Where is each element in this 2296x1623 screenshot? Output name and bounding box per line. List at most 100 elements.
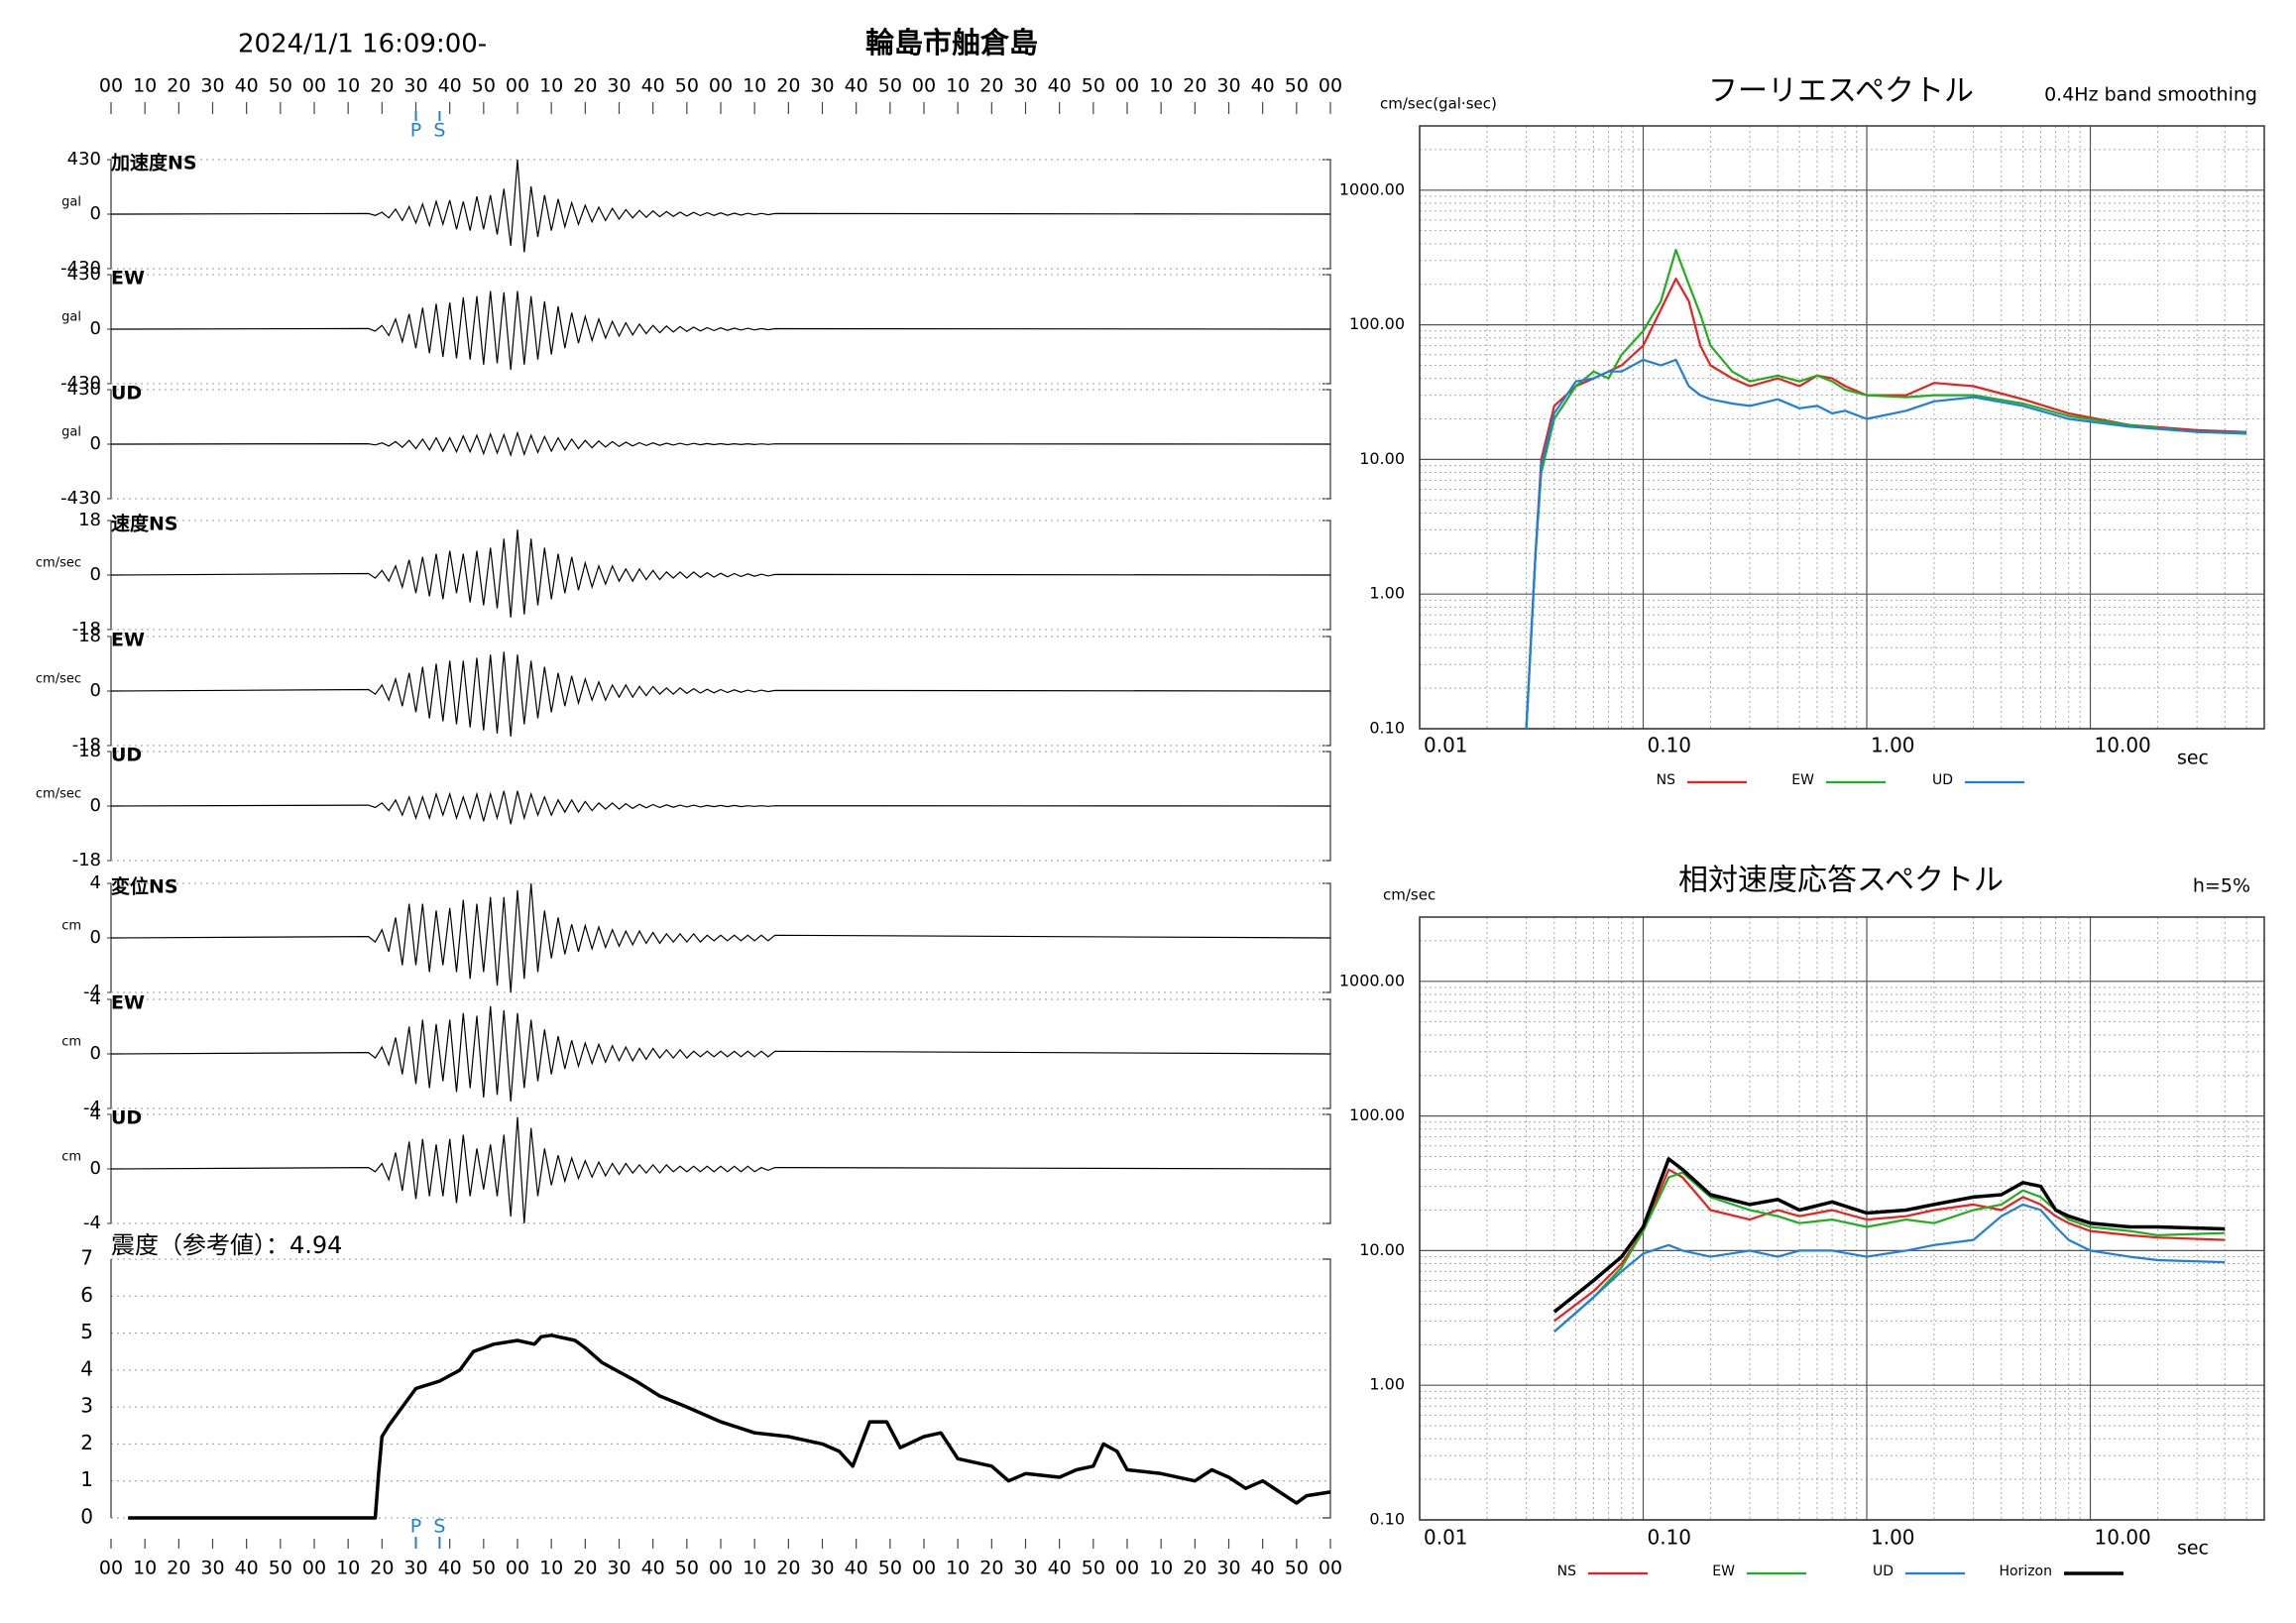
y-tick-label: 4 xyxy=(80,1356,93,1380)
x-tick-label: 00 xyxy=(99,75,123,97)
x-tick-label: 50 xyxy=(1082,1558,1105,1579)
x-tick-label: 40 xyxy=(845,1558,868,1579)
x-tick-label: 50 xyxy=(1285,1558,1309,1579)
x-tick-label: 50 xyxy=(878,1558,902,1579)
x-tick-label: 30 xyxy=(1013,1558,1037,1579)
data-line xyxy=(1552,1157,2226,1314)
chart-title: 2024/1/1 16:09:00- xyxy=(238,30,487,59)
panel-unit: cm/sec xyxy=(36,672,81,687)
y-tick-label: 430 xyxy=(67,379,101,400)
x-tick-label: 0.01 xyxy=(1424,1526,1468,1550)
y-tick-label: 1.00 xyxy=(1369,1375,1405,1394)
panel-label: EW xyxy=(111,268,145,290)
phase-label: S xyxy=(433,120,445,142)
chart-subtitle: 0.4Hz band smoothing xyxy=(2044,84,2257,106)
x-tick-label: 50 xyxy=(472,1558,496,1579)
x-tick-label: 1.00 xyxy=(1871,1526,1915,1550)
waveform xyxy=(110,651,1331,737)
y-tick-label: 0 xyxy=(90,680,101,701)
y-tick-label: 0 xyxy=(90,1158,101,1179)
y-tick-label: 100.00 xyxy=(1349,1105,1405,1124)
panel-unit: gal xyxy=(61,310,81,325)
x-tick-label: 30 xyxy=(607,1558,631,1579)
x-tick-label: 10 xyxy=(743,1558,766,1579)
x-tick-label: 0.10 xyxy=(1648,734,1692,757)
x-tick-label: 40 xyxy=(1048,75,1072,97)
y-tick-label: 430 xyxy=(67,149,101,170)
x-tick-label: 40 xyxy=(1048,1558,1072,1579)
data-line xyxy=(1553,1168,2226,1323)
y-tick-label: 18 xyxy=(78,510,101,530)
x-tick-label: 20 xyxy=(979,75,1003,97)
x-tick-label: 00 xyxy=(1115,75,1139,97)
x-tick-label: 30 xyxy=(200,75,224,97)
waveform xyxy=(110,159,1331,253)
x-tick-label: 00 xyxy=(912,75,936,97)
x-axis-label: sec xyxy=(2177,1538,2209,1560)
panel-bracket xyxy=(1322,1258,1331,1519)
data-line xyxy=(1553,1203,2226,1333)
x-tick-label: 00 xyxy=(506,75,529,97)
x-tick-label: 0.01 xyxy=(1424,734,1468,757)
x-tick-label: 50 xyxy=(675,75,699,97)
legend-label: NS xyxy=(1557,1564,1576,1579)
x-tick-label: 30 xyxy=(1216,75,1240,97)
x-tick-label: 40 xyxy=(1251,1558,1275,1579)
x-tick-label: 20 xyxy=(979,1558,1003,1579)
x-tick-label: 10 xyxy=(133,1558,157,1579)
x-tick-label: 30 xyxy=(810,75,834,97)
y-tick-label: 10.00 xyxy=(1359,1240,1405,1259)
x-tick-label: 20 xyxy=(370,75,394,97)
y-tick-label: -18 xyxy=(72,850,101,870)
y-tick-label: -18 xyxy=(72,619,101,639)
panel-unit: cm xyxy=(61,919,81,934)
panel-label: 加速度NS xyxy=(110,152,197,174)
waveform xyxy=(110,882,1331,993)
y-tick-label: 3 xyxy=(80,1394,93,1418)
y-axis-label: cm/sec xyxy=(1383,886,1435,904)
phase-label: P xyxy=(410,1516,421,1538)
x-tick-label: 10 xyxy=(539,1558,563,1579)
legend-label: UD xyxy=(1873,1564,1894,1579)
data-line xyxy=(1553,1171,2226,1333)
x-tick-label: 40 xyxy=(641,1558,665,1579)
legend-label: Horizon xyxy=(1999,1564,2052,1579)
x-tick-label: 00 xyxy=(302,1558,326,1579)
panel-label: EW xyxy=(111,630,145,651)
y-tick-label: 1000.00 xyxy=(1339,971,1405,989)
x-tick-label: 10.00 xyxy=(2095,734,2151,757)
y-tick-label: -430 xyxy=(60,373,101,394)
x-tick-label: 50 xyxy=(269,75,292,97)
y-axis-label: cm/sec(gal·sec) xyxy=(1380,95,1497,113)
y-tick-label: 10.00 xyxy=(1359,449,1405,468)
x-tick-label: 50 xyxy=(1285,75,1309,97)
x-tick-label: 20 xyxy=(776,1558,800,1579)
y-tick-label: 5 xyxy=(80,1320,93,1343)
y-tick-label: 1000.00 xyxy=(1339,179,1405,198)
x-tick-label: 10 xyxy=(336,75,360,97)
panel-unit: cm/sec xyxy=(36,556,81,571)
x-tick-label: 0.10 xyxy=(1648,1526,1692,1550)
x-tick-label: 20 xyxy=(573,75,597,97)
x-tick-label: 10 xyxy=(946,75,970,97)
y-tick-label: 7 xyxy=(80,1246,93,1270)
panel-unit: cm xyxy=(61,1150,81,1165)
phase-label: P xyxy=(410,120,421,142)
x-tick-label: 20 xyxy=(573,1558,597,1579)
legend-label: NS xyxy=(1657,772,1675,788)
x-tick-label: 30 xyxy=(810,1558,834,1579)
x-tick-label: 40 xyxy=(235,1558,259,1579)
panel-unit: gal xyxy=(61,425,81,440)
y-tick-label: -4 xyxy=(83,982,101,1002)
x-tick-label: 20 xyxy=(776,75,800,97)
y-tick-label: 0 xyxy=(80,1505,93,1529)
x-tick-label: 30 xyxy=(200,1558,224,1579)
chart-title: 震度（参考値）：4.94 xyxy=(111,1231,342,1259)
x-tick-label: 10 xyxy=(1149,75,1173,97)
x-tick-label: 20 xyxy=(167,75,190,97)
x-tick-label: 40 xyxy=(235,75,259,97)
x-axis-label: sec xyxy=(2177,748,2209,769)
x-tick-label: 30 xyxy=(1013,75,1037,97)
x-tick-label: 10 xyxy=(1149,1558,1173,1579)
waveform xyxy=(110,1116,1331,1224)
